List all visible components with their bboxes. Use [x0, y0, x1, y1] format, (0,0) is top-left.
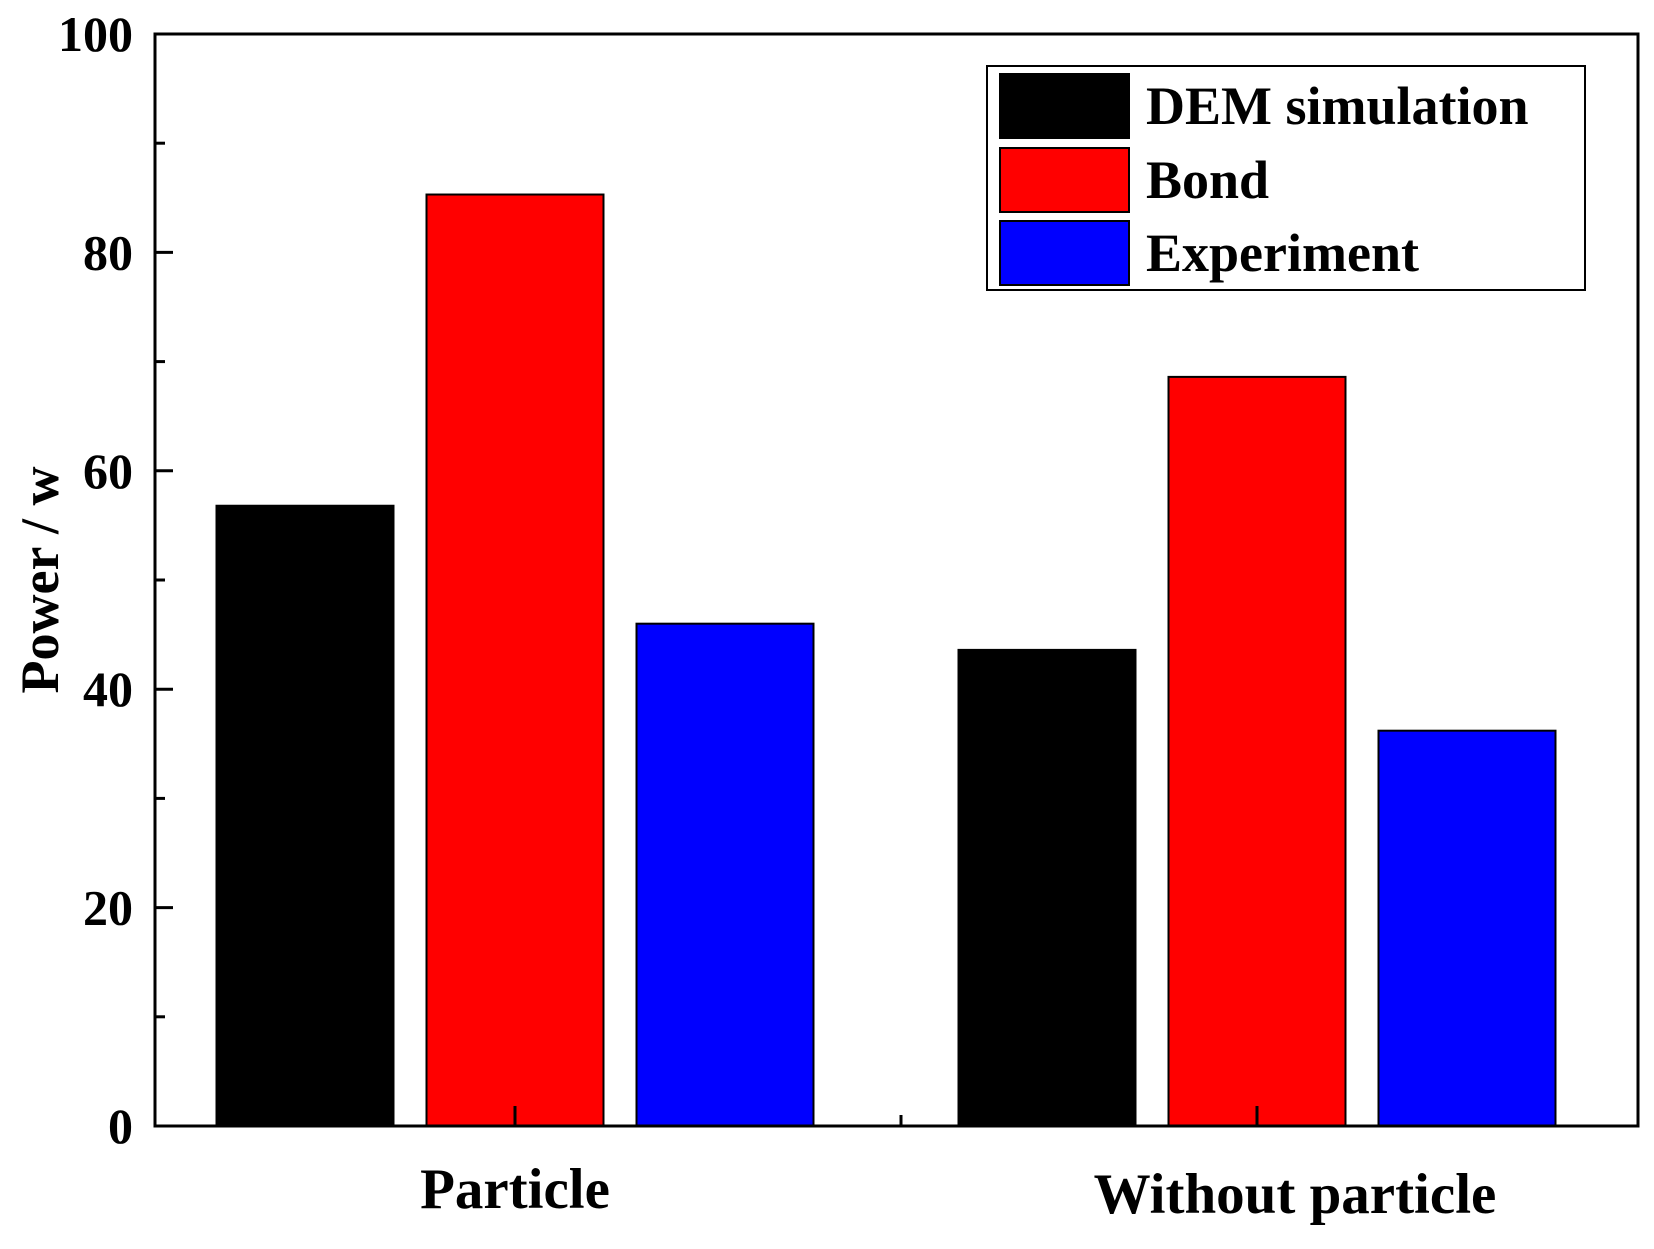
axes-layer — [153, 32, 1640, 1128]
y-tick-label: 40 — [83, 661, 133, 717]
legend-swatch — [999, 220, 1130, 286]
x-category-label: Without particle — [1094, 1163, 1497, 1226]
bar-bond-without-particle — [1167, 375, 1347, 1127]
y-tick-label: 100 — [58, 6, 133, 62]
y-axis-label: Power / w — [10, 467, 70, 694]
bar-bond-particle — [425, 193, 605, 1128]
y-tick-label: 0 — [108, 1098, 133, 1154]
y-tick-label: 80 — [83, 224, 133, 280]
legend: DEM simulation Bond Experiment — [986, 65, 1586, 291]
bar-experiment-particle — [635, 622, 815, 1127]
x-category-label: Particle — [420, 1158, 610, 1221]
y-tick-label: 20 — [83, 880, 133, 936]
bar-dem-simulation-particle — [215, 504, 395, 1127]
bar-dem-simulation-without-particle — [957, 648, 1137, 1127]
bar-experiment-without-particle — [1377, 729, 1557, 1127]
legend-label: Experiment — [1146, 223, 1419, 283]
legend-label: Bond — [1146, 150, 1269, 210]
y-tick-label: 60 — [83, 443, 133, 499]
labels-layer: 0 20 40 60 80 100 Particle Without particle Powe… — [10, 6, 1496, 1226]
bars-layer — [215, 193, 1557, 1128]
legend-swatch — [999, 147, 1130, 213]
legend-label: DEM simulation — [1146, 76, 1529, 136]
legend-swatch — [999, 73, 1130, 139]
